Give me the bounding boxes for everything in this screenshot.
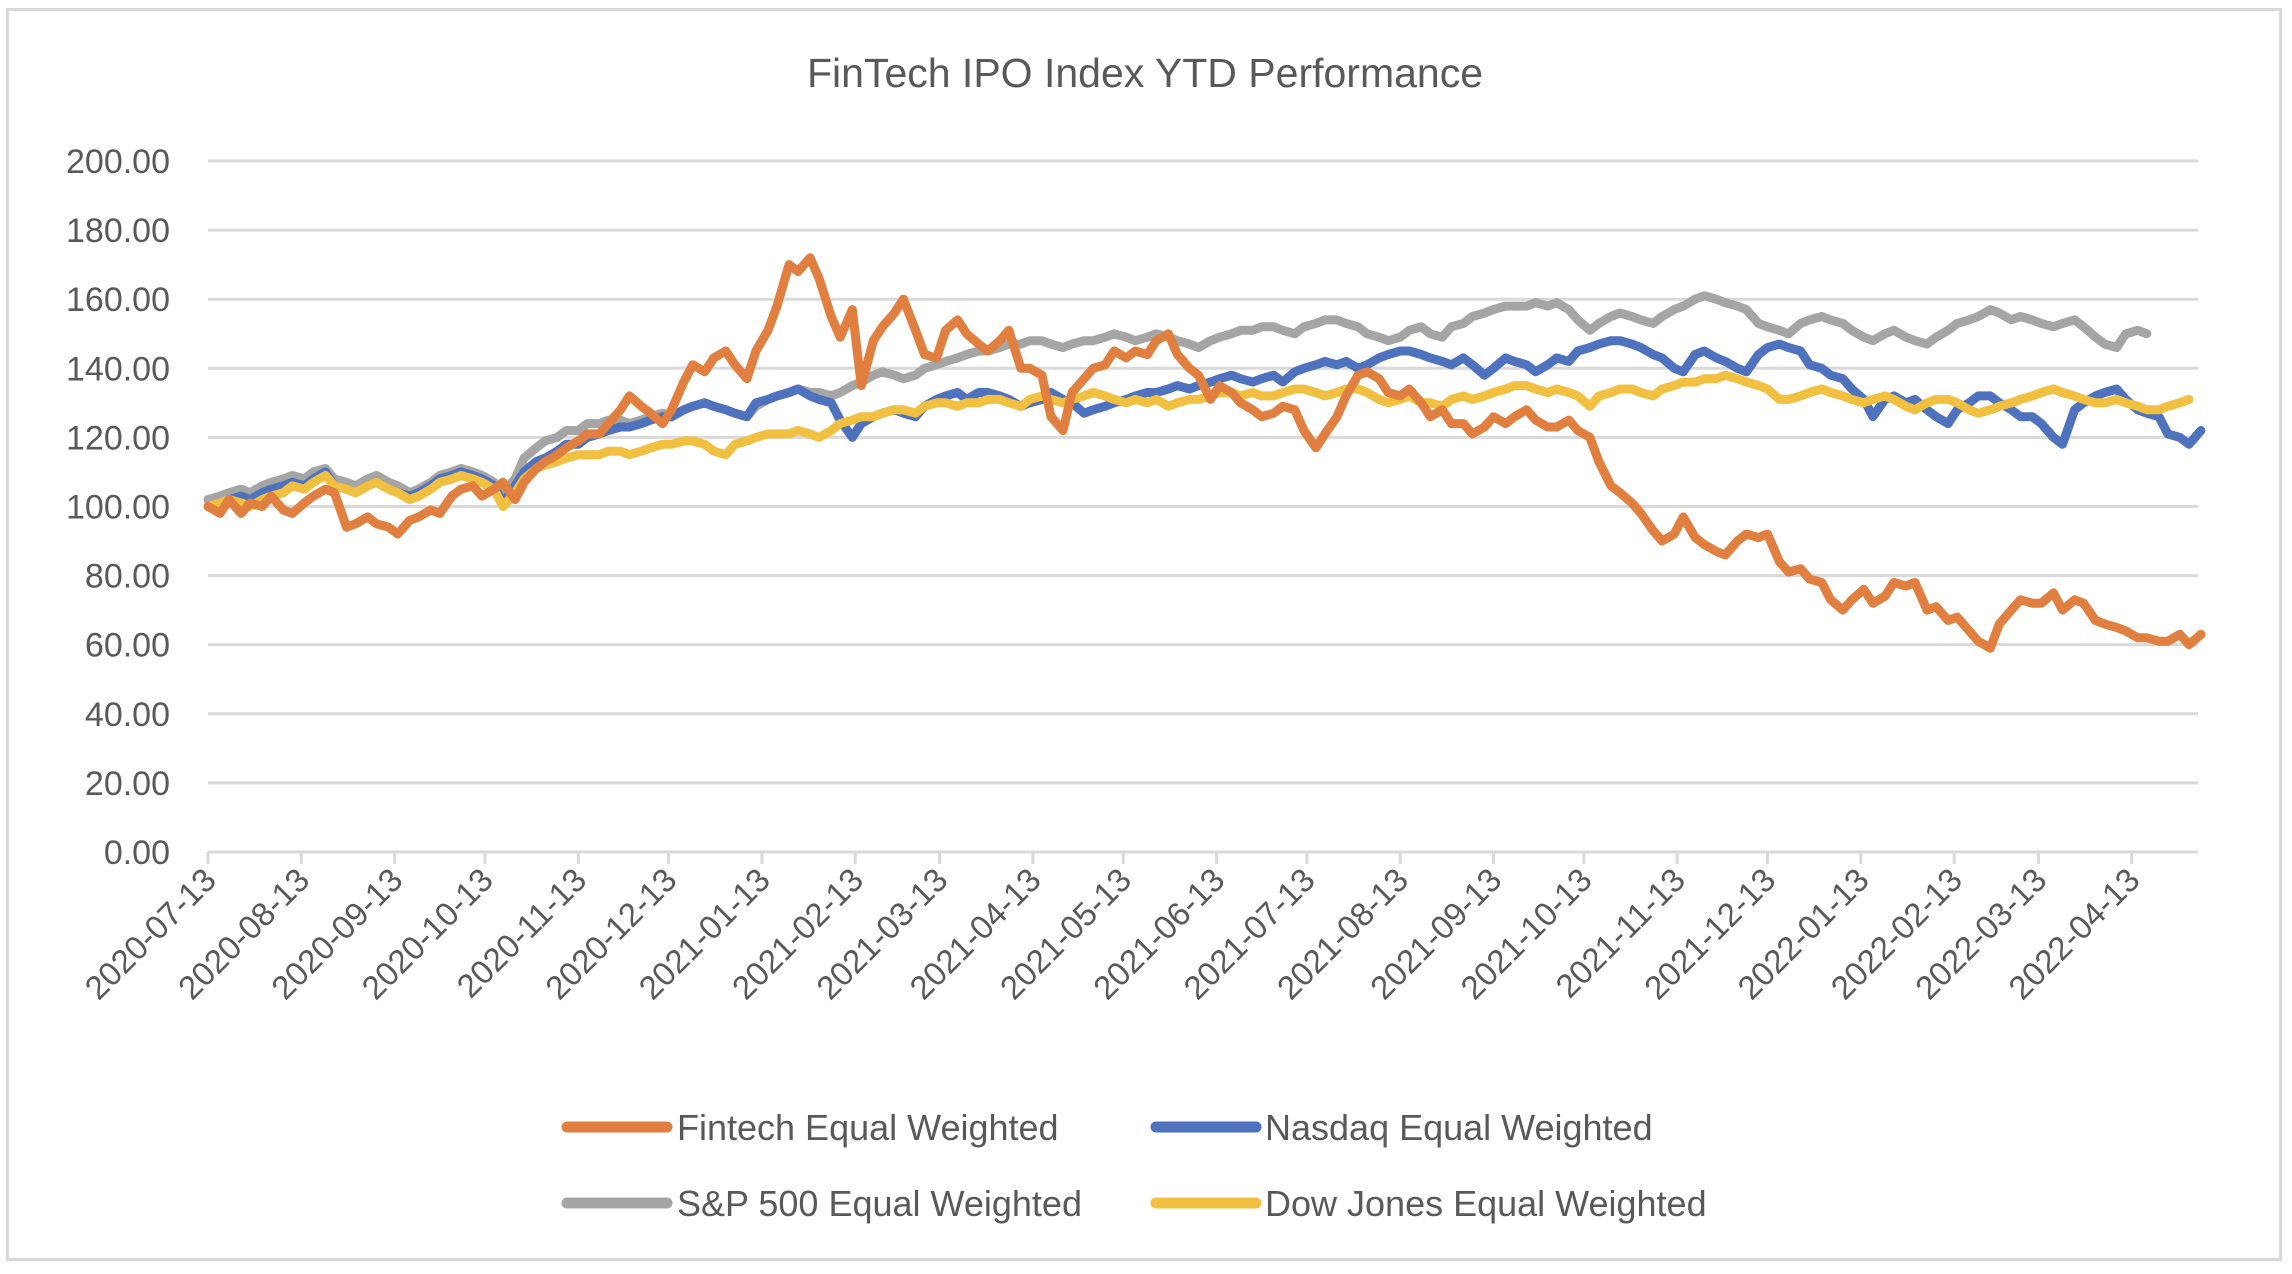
legend-item: S&P 500 Equal Weighted — [561, 1183, 1082, 1224]
legend: Fintech Equal Weighted Nasdaq Equal Weigh… — [561, 1107, 1707, 1224]
series-line-fintech-equal-weighted — [203, 253, 2206, 653]
chart-frame — [6, 8, 2282, 1261]
y-tick-label: 40.00 — [85, 696, 170, 734]
y-tick-label: 140.00 — [66, 350, 170, 388]
y-tick-label: 160.00 — [66, 281, 170, 319]
y-tick-label: 60.00 — [85, 627, 170, 665]
legend-item: Fintech Equal Weighted — [561, 1107, 1059, 1148]
y-axis-ticks: 0.00 20.00 40.00 60.00 80.00 100.00 120.00 140.… — [66, 143, 170, 872]
y-tick-label: 80.00 — [85, 558, 170, 596]
series-line-s-p-500-equal-weighted — [203, 291, 2152, 505]
legend-label: S&P 500 Equal Weighted — [677, 1183, 1082, 1224]
legend-item: Nasdaq Equal Weighted — [1150, 1107, 1653, 1148]
chart-title: FinTech IPO Index YTD Performance — [807, 50, 1483, 96]
legend-label: Fintech Equal Weighted — [677, 1107, 1059, 1148]
legend-label: Nasdaq Equal Weighted — [1265, 1107, 1653, 1148]
y-tick-label: 0.00 — [104, 834, 170, 872]
series-lines — [203, 253, 2206, 653]
y-tick-label: 100.00 — [66, 489, 170, 527]
y-tick-label: 120.00 — [66, 419, 170, 457]
y-tick-label: 20.00 — [85, 765, 170, 803]
legend-label: Dow Jones Equal Weighted — [1265, 1183, 1707, 1224]
y-tick-label: 180.00 — [66, 212, 170, 250]
gridlines — [208, 159, 2198, 785]
y-tick-label: 200.00 — [66, 143, 170, 181]
legend-item: Dow Jones Equal Weighted — [1150, 1183, 1707, 1224]
x-axis-ticks: 2020-07-132020-08-132020-09-132020-10-13… — [77, 852, 2147, 1006]
